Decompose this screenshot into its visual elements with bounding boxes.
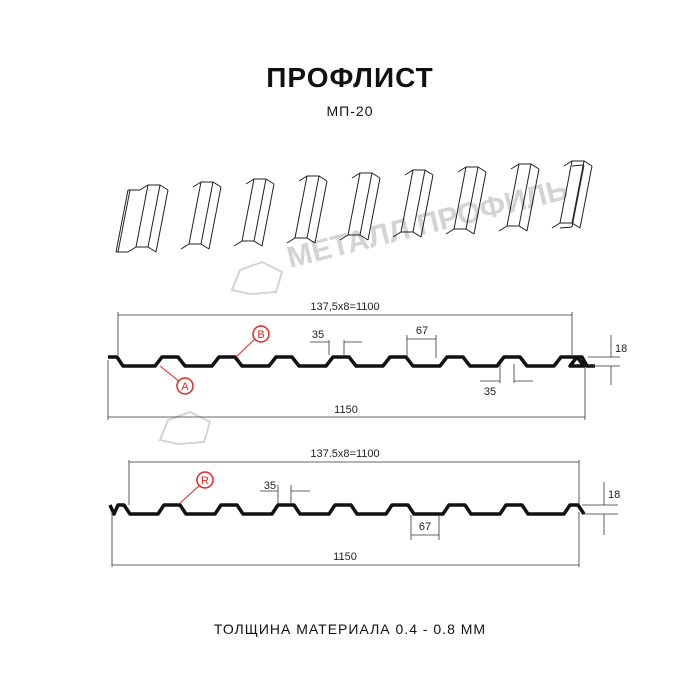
- profile-a: 137,5x8=1100 1150 35 67 35 18 A B: [107, 301, 627, 420]
- height-label-a: 18: [615, 343, 627, 355]
- profile-a-line: [108, 355, 595, 368]
- profile-r: 137.5x8=1100 1150 35 67 18 R: [108, 448, 620, 567]
- side-r-marker: [196, 471, 214, 489]
- page-subtitle: МП-20: [326, 103, 374, 119]
- bottom-top-label-a: 35: [484, 386, 496, 398]
- sheet-rib: [445, 166, 487, 235]
- watermark-logo: [158, 260, 284, 446]
- side-a-label: A: [181, 381, 189, 393]
- side-r-label: R: [201, 475, 209, 487]
- profile-r-line: [108, 503, 586, 516]
- pitch-label-r: 137.5x8=1100: [310, 448, 379, 460]
- sheet-rib: [339, 172, 381, 241]
- page-title: ПРОФЛИСТ: [266, 62, 434, 93]
- material-thickness-note: ТОЛЩИНА МАТЕРИАЛА 0.4 - 0.8 ММ: [213, 621, 487, 637]
- side-a-marker: [176, 377, 194, 395]
- pitch-label-a: 137,5x8=1100: [310, 301, 379, 313]
- width-label-a: 1150: [334, 404, 358, 416]
- sheet-3d-view: [115, 160, 593, 253]
- rib-label-a: 67: [416, 325, 428, 337]
- sheet-rib: [180, 181, 222, 250]
- sheet-rib: [392, 169, 434, 238]
- sheet-edges: [115, 164, 585, 253]
- width-label-r: 1150: [333, 551, 357, 563]
- side-b-marker: [252, 325, 270, 343]
- top-width-label-r: 35: [264, 480, 276, 492]
- top-width-label-a: 35: [312, 329, 324, 341]
- sheet-rib: [286, 175, 328, 244]
- rib-label-r: 67: [419, 521, 431, 533]
- sheet-rib: [551, 160, 593, 229]
- sheet-rib: [498, 163, 540, 232]
- sheet-rib: [233, 178, 275, 247]
- height-label-r: 18: [608, 489, 620, 501]
- side-b-label: B: [257, 329, 264, 341]
- sheet-rib: [127, 184, 169, 253]
